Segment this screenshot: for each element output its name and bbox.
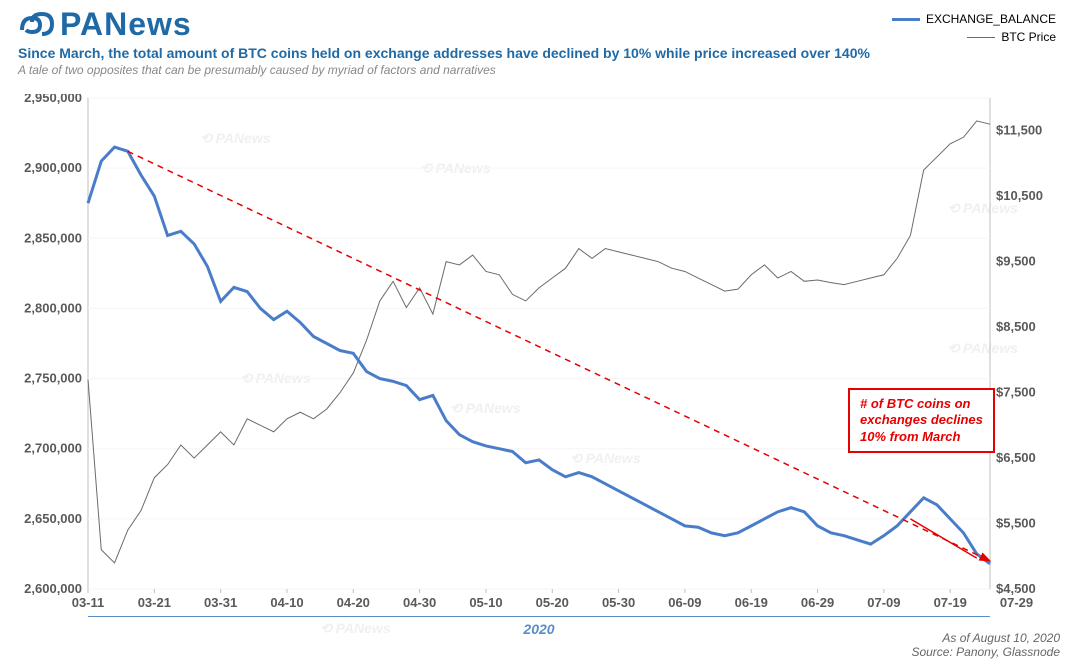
- footnote-source: Source: Panony, Glassnode: [911, 645, 1060, 659]
- legend-item-balance: EXCHANGE_BALANCE: [892, 12, 1056, 26]
- chart-svg: 2,600,000 2,650,000 2,700,000 2,750,000 2,80…: [18, 94, 1060, 615]
- svg-text:2,850,000: 2,850,000: [24, 230, 82, 245]
- svg-text:07-29: 07-29: [1000, 595, 1033, 610]
- svg-text:03-31: 03-31: [204, 595, 237, 610]
- svg-text:2,900,000: 2,900,000: [24, 160, 82, 175]
- svg-text:04-30: 04-30: [403, 595, 436, 610]
- legend-label: BTC Price: [1001, 30, 1056, 44]
- svg-text:2,950,000: 2,950,000: [24, 94, 82, 105]
- year-underline: [88, 616, 990, 617]
- annotation-callout: # of BTC coins onexchanges declines10% f…: [848, 388, 995, 453]
- svg-text:07-09: 07-09: [867, 595, 900, 610]
- svg-text:$7,500: $7,500: [996, 385, 1036, 400]
- svg-text:2,700,000: 2,700,000: [24, 441, 82, 456]
- legend-swatch: [892, 18, 920, 21]
- svg-text:2,600,000: 2,600,000: [24, 581, 82, 596]
- svg-text:$11,500: $11,500: [996, 123, 1042, 138]
- legend-label: EXCHANGE_BALANCE: [926, 12, 1056, 26]
- legend-item-price: BTC Price: [892, 30, 1056, 44]
- chart-legend: EXCHANGE_BALANCE BTC Price: [892, 12, 1056, 48]
- svg-text:05-30: 05-30: [602, 595, 635, 610]
- svg-text:$9,500: $9,500: [996, 254, 1036, 269]
- svg-text:06-09: 06-09: [668, 595, 701, 610]
- footnote-date: As of August 10, 2020: [942, 631, 1060, 645]
- svg-text:$8,500: $8,500: [996, 319, 1036, 334]
- chart-plot: 2,600,000 2,650,000 2,700,000 2,750,000 2,80…: [18, 94, 1060, 615]
- svg-text:03-11: 03-11: [72, 595, 105, 610]
- svg-text:2,650,000: 2,650,000: [24, 511, 82, 526]
- svg-text:06-29: 06-29: [801, 595, 834, 610]
- brand-logo-icon: [18, 10, 54, 40]
- brand-name: PANews: [60, 6, 192, 43]
- svg-text:04-20: 04-20: [337, 595, 370, 610]
- svg-text:07-19: 07-19: [934, 595, 967, 610]
- svg-text:05-10: 05-10: [469, 595, 502, 610]
- legend-swatch: [967, 37, 995, 38]
- svg-text:06-19: 06-19: [735, 595, 768, 610]
- chart-subtitle: A tale of two opposites that can be pres…: [18, 63, 1060, 77]
- svg-text:$10,500: $10,500: [996, 188, 1043, 203]
- svg-text:$6,500: $6,500: [996, 450, 1036, 465]
- svg-text:2,800,000: 2,800,000: [24, 300, 82, 315]
- svg-text:05-20: 05-20: [536, 595, 569, 610]
- svg-text:$4,500: $4,500: [996, 581, 1036, 596]
- svg-text:04-10: 04-10: [270, 595, 303, 610]
- svg-text:03-21: 03-21: [138, 595, 171, 610]
- chart-footer: As of August 10, 2020 Source: Panony, Gl…: [18, 631, 1060, 659]
- svg-text:$5,500: $5,500: [996, 516, 1036, 531]
- svg-text:2,750,000: 2,750,000: [24, 371, 82, 386]
